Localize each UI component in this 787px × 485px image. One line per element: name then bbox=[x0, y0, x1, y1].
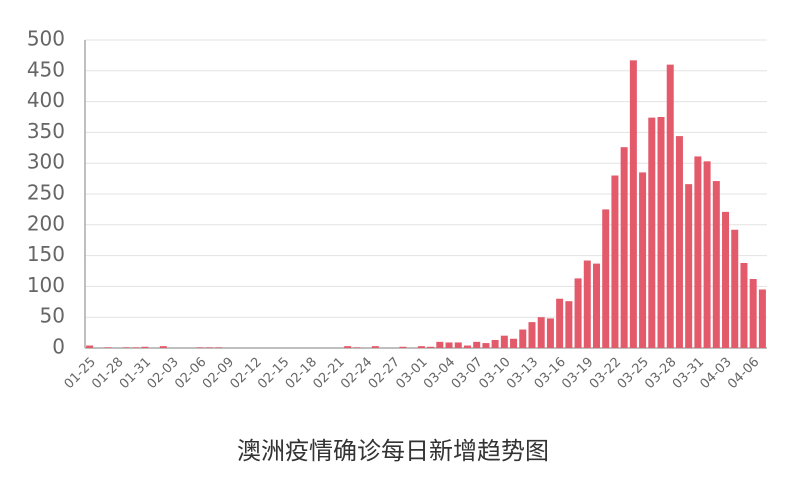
bar bbox=[712, 181, 720, 348]
bar bbox=[500, 335, 508, 348]
bar bbox=[159, 346, 167, 348]
bar bbox=[482, 343, 490, 348]
bar bbox=[602, 209, 610, 348]
bar bbox=[454, 342, 462, 348]
chart-title: 澳洲疫情确诊每日新增趋势图 bbox=[237, 437, 549, 465]
y-tick-label: 100 bbox=[27, 273, 65, 297]
bar bbox=[722, 211, 730, 348]
bar bbox=[510, 338, 518, 348]
bar bbox=[556, 298, 564, 348]
bar bbox=[215, 347, 223, 348]
bar bbox=[353, 347, 361, 348]
bar bbox=[731, 229, 739, 348]
y-tick-label: 150 bbox=[27, 242, 65, 266]
bar bbox=[685, 184, 693, 348]
bar bbox=[528, 322, 536, 348]
bar bbox=[740, 262, 748, 348]
y-tick-label: 350 bbox=[27, 119, 65, 143]
bar bbox=[583, 260, 591, 348]
bar bbox=[436, 341, 444, 348]
y-tick-label: 400 bbox=[27, 88, 65, 112]
bar bbox=[758, 289, 766, 348]
y-tick-label: 500 bbox=[27, 27, 65, 51]
bar bbox=[399, 346, 407, 348]
x-tick-label: 04-06 bbox=[725, 355, 762, 392]
bar bbox=[574, 278, 582, 348]
bar bbox=[104, 347, 112, 348]
bar bbox=[519, 329, 527, 348]
bar bbox=[666, 64, 674, 348]
bar bbox=[546, 318, 554, 348]
bar bbox=[344, 346, 352, 348]
y-tick-label: 450 bbox=[27, 57, 65, 81]
bar bbox=[620, 147, 628, 348]
y-tick-label: 300 bbox=[27, 150, 65, 174]
bar bbox=[749, 279, 757, 348]
bar bbox=[657, 117, 665, 348]
bar bbox=[141, 346, 149, 348]
bar bbox=[86, 345, 94, 348]
bar bbox=[371, 346, 379, 348]
bar bbox=[445, 342, 453, 348]
bar bbox=[592, 263, 601, 348]
bar bbox=[491, 339, 499, 348]
bar bbox=[196, 347, 204, 348]
bar bbox=[694, 156, 702, 348]
bar bbox=[648, 117, 656, 348]
bar bbox=[132, 347, 140, 348]
bar bbox=[122, 347, 130, 348]
bar bbox=[463, 345, 471, 348]
bar bbox=[639, 172, 647, 348]
bar bbox=[629, 60, 637, 348]
bar bbox=[473, 341, 481, 348]
bar bbox=[537, 317, 545, 348]
bar bbox=[427, 346, 435, 348]
bar bbox=[611, 175, 619, 348]
y-tick-label: 50 bbox=[40, 304, 65, 328]
y-tick-label: 0 bbox=[52, 335, 65, 359]
bar bbox=[417, 346, 425, 348]
bar bbox=[205, 347, 213, 348]
y-tick-label: 200 bbox=[27, 211, 65, 235]
y-tick-label: 250 bbox=[27, 181, 65, 205]
bar bbox=[703, 161, 711, 348]
bar bbox=[675, 136, 683, 348]
bar bbox=[565, 301, 573, 348]
